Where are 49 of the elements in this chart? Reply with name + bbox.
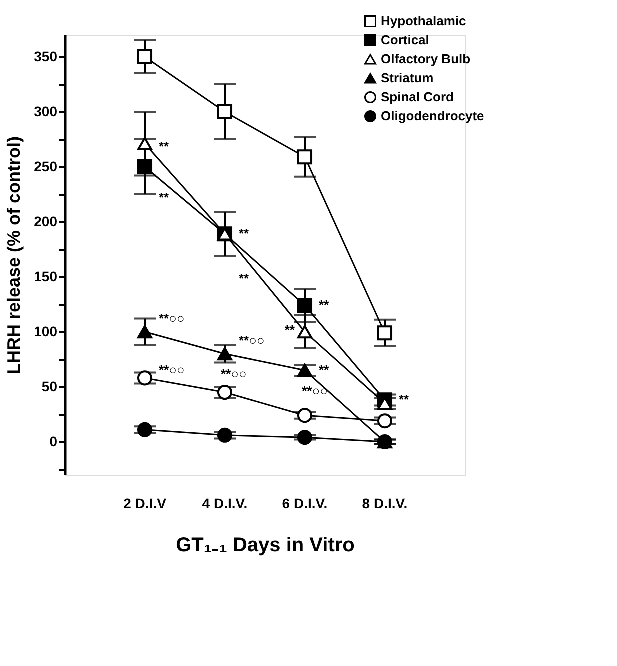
y-tick-label: 50: [42, 378, 58, 394]
annotation: **: [399, 392, 410, 408]
x-tick-label: 8 D.I.V.: [362, 496, 408, 512]
point: [297, 325, 313, 339]
point: [377, 414, 393, 429]
annotation: **○○: [221, 366, 247, 382]
point: [137, 159, 153, 175]
point: [297, 298, 313, 314]
point: [297, 408, 313, 424]
point: [217, 428, 233, 443]
y-tick-label: 300: [34, 104, 58, 120]
legend-label: Striatum: [381, 70, 434, 86]
y-axis-title: LHRH release (% of control): [4, 136, 24, 375]
point: [297, 150, 313, 165]
annotation: **○○: [239, 332, 265, 348]
point: [137, 422, 153, 438]
point: [377, 434, 393, 450]
y-tick-label: 0: [50, 434, 58, 450]
annotation: **○○: [302, 383, 328, 398]
y-tick-label: 150: [34, 268, 58, 284]
legend-label: Cortical: [381, 32, 430, 48]
point: [297, 364, 313, 378]
annotation: **: [159, 139, 170, 154]
annotation: **: [239, 271, 250, 286]
y-tick-label: 250: [34, 158, 58, 174]
x-tick-label: 4 D.I.V.: [202, 496, 248, 512]
x-tick-label: 6 D.I.V.: [282, 496, 328, 512]
point: [297, 430, 313, 446]
legend-label: Spinal Cord: [381, 90, 454, 104]
y-tick-label: 200: [34, 214, 58, 230]
legend-label: Hypothalamic: [381, 14, 466, 28]
annotation: **: [239, 226, 250, 242]
annotation: **: [159, 190, 170, 205]
annotation: **○○: [159, 362, 185, 378]
x-axis-title: GT₁₋₁ Days in Vitro: [176, 534, 355, 556]
y-tick-label: 100: [34, 324, 58, 340]
point: [137, 137, 153, 151]
annotation: **○○: [159, 310, 185, 326]
annotation: **: [284, 322, 296, 338]
y-tick-label: 350: [34, 48, 58, 64]
point: [377, 326, 393, 341]
point: [137, 325, 153, 339]
legend-label: Olfactory Bulb: [381, 52, 471, 66]
x-tick-label: 2 D.I.V: [124, 496, 168, 512]
legend-label: Oligodendrocyte: [381, 108, 484, 124]
annotation: **: [319, 298, 330, 313]
point: [137, 49, 153, 65]
point: [217, 104, 233, 120]
annotation: **: [319, 362, 330, 378]
